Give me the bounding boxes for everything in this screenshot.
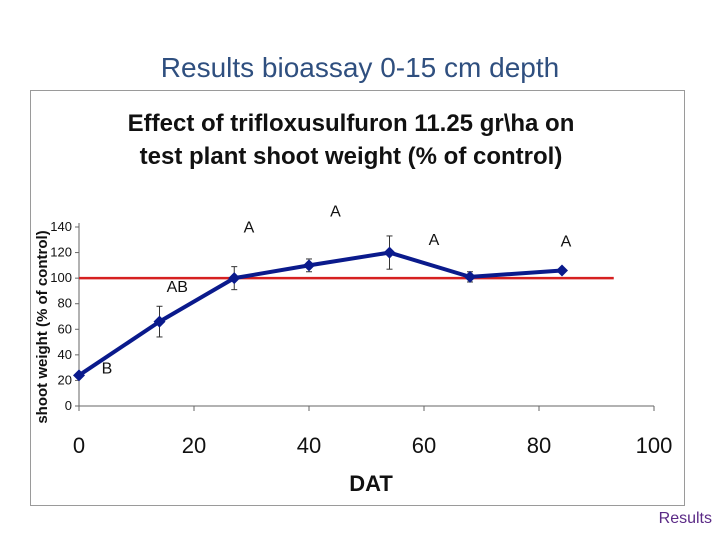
y-axis-label: shoot weight (% of control) xyxy=(34,230,51,423)
x-axis-label: DAT xyxy=(349,471,393,496)
y-tick-label: 100 xyxy=(50,270,72,285)
significance-letters: B AB A A A A xyxy=(102,204,572,378)
chart-title-line-2: test plant shoot weight (% of control) xyxy=(140,143,563,170)
x-tick-label: 40 xyxy=(297,433,321,458)
x-tick-label: 80 xyxy=(527,433,551,458)
y-tick-label: 40 xyxy=(58,347,72,362)
slide-title: Results bioassay 0-15 cm depth xyxy=(160,52,560,83)
y-tick-label: 140 xyxy=(50,219,72,234)
x-tick-label: 60 xyxy=(412,433,436,458)
data-point xyxy=(153,315,166,328)
y-tick-label: 60 xyxy=(58,321,72,336)
axes: 0 20 40 60 80 100 120 140 0 20 40 60 80 100 xyxy=(50,219,672,458)
data-point xyxy=(556,264,568,277)
data-point xyxy=(383,246,396,259)
y-tick-label: 120 xyxy=(50,245,72,260)
chart-panel: Effect of trifloxusulfuron 11.25 gr\ha o… xyxy=(30,90,685,506)
data-point xyxy=(303,259,315,272)
y-tick-label: 0 xyxy=(65,398,72,413)
x-tick-label: 0 xyxy=(73,433,85,458)
significance-letter: A xyxy=(244,219,255,236)
y-tick-label: 80 xyxy=(58,296,72,311)
footer-results-label: Results xyxy=(658,510,712,527)
series-group xyxy=(73,235,568,382)
x-tick-label: 100 xyxy=(636,433,673,458)
significance-letter: A xyxy=(330,204,341,221)
significance-letter: AB xyxy=(167,279,188,296)
data-point xyxy=(73,369,85,382)
significance-letter: A xyxy=(429,232,440,249)
significance-letter: A xyxy=(561,233,572,250)
data-point xyxy=(228,272,241,285)
significance-letter: B xyxy=(102,360,113,377)
y-tick-label: 20 xyxy=(58,372,72,387)
x-tick-label: 20 xyxy=(182,433,206,458)
series-line xyxy=(77,250,563,377)
chart-title-line-1: Effect of trifloxusulfuron 11.25 gr\ha o… xyxy=(128,110,575,137)
line-chart: Effect of trifloxusulfuron 11.25 gr\ha o… xyxy=(34,110,672,496)
data-point xyxy=(464,270,476,283)
